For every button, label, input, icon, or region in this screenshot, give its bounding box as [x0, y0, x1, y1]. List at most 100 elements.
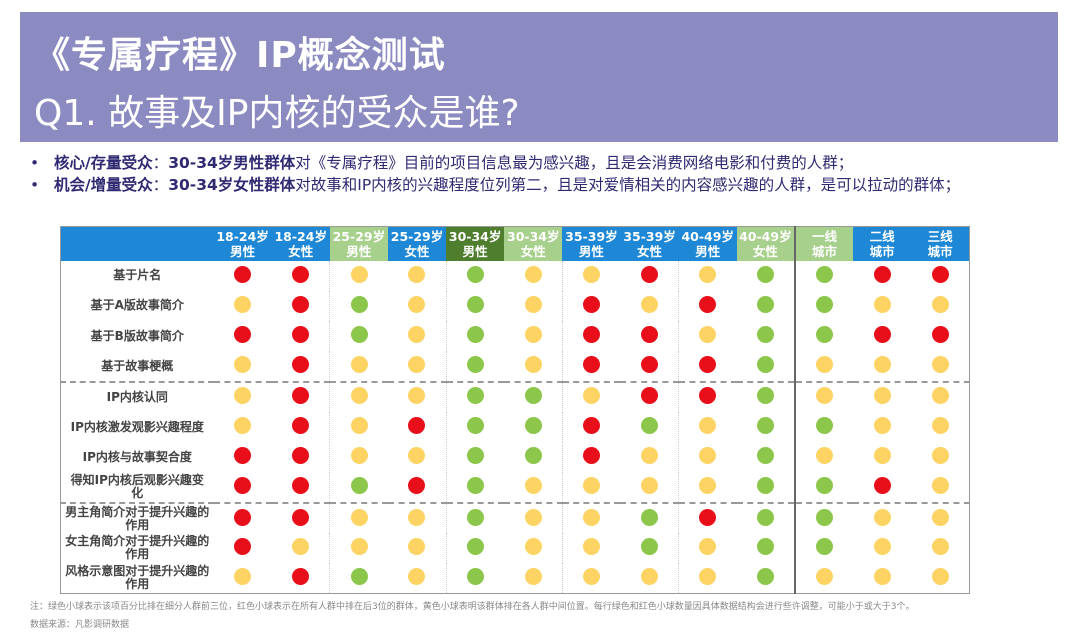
table-cell — [678, 321, 737, 352]
table-cell — [388, 321, 446, 351]
bullet-highlight: 30-34岁女性群体 — [168, 176, 296, 194]
red-ball-icon — [640, 326, 658, 344]
table-cell — [561, 442, 621, 473]
row-label: 男主角简介对于提升兴趣的作用 — [65, 504, 210, 532]
table-cell — [272, 382, 330, 412]
table-cell — [911, 442, 969, 472]
table-cell — [445, 563, 505, 594]
table-cell — [329, 321, 388, 352]
table-cell — [445, 472, 505, 504]
column-header-line1: 一线 — [811, 228, 837, 244]
yellow-ball-icon — [408, 508, 426, 526]
red-ball-icon — [234, 538, 252, 556]
yellow-ball-icon — [350, 508, 368, 526]
row-label: 基于B版故事简介 — [90, 328, 184, 343]
page-subtitle: Q1. 故事及IP内核的受众是谁? — [34, 93, 520, 134]
green-ball-icon — [756, 477, 774, 495]
table-cell — [388, 412, 446, 442]
table-cell — [504, 563, 562, 593]
red-ball-icon — [291, 265, 309, 283]
table-cell — [214, 442, 272, 472]
green-ball-icon — [815, 538, 833, 556]
row-label: IP内核与故事契合度 — [82, 449, 192, 464]
table-cell — [678, 290, 737, 322]
table-cell — [793, 351, 854, 383]
column-header: 35-39岁 女性 — [620, 226, 679, 261]
table-row: 基于B版故事简介 — [61, 321, 970, 352]
table-cell — [911, 472, 970, 504]
table-cell — [561, 381, 621, 412]
yellow-ball-icon — [583, 387, 601, 405]
green-ball-icon — [815, 417, 833, 435]
column-header: 40-49岁 女性 — [736, 226, 795, 261]
column-header-line1: 40-49岁 — [681, 228, 734, 244]
table-cell — [445, 502, 505, 534]
green-ball-icon — [466, 326, 484, 344]
table-cell — [329, 533, 388, 564]
table-cell — [620, 503, 678, 533]
green-ball-icon — [350, 295, 368, 313]
table-cell — [504, 351, 563, 383]
green-ball-icon — [756, 295, 774, 313]
yellow-ball-icon — [873, 295, 891, 313]
red-ball-icon — [699, 356, 717, 374]
table-cell — [445, 411, 505, 443]
bullet-label: 机会/增量受众 — [54, 176, 153, 194]
table-cell — [504, 412, 562, 442]
table-cell — [272, 291, 330, 321]
data-source: 数据来源：凡影调研数据 — [30, 620, 130, 630]
bullet-highlight: 30-34岁男性群体 — [168, 154, 296, 172]
green-ball-icon — [756, 265, 774, 283]
red-ball-icon — [408, 477, 426, 495]
yellow-ball-icon — [873, 356, 891, 374]
table-cell — [561, 411, 621, 443]
green-ball-icon — [756, 568, 774, 586]
table-cell — [272, 261, 330, 291]
table-cell — [214, 261, 272, 291]
table-row: IP内核与故事契合度 — [61, 442, 970, 473]
green-ball-icon — [466, 447, 484, 465]
red-ball-icon — [234, 477, 252, 495]
yellow-ball-icon — [931, 477, 949, 495]
header-corner — [60, 226, 214, 261]
yellow-ball-icon — [640, 477, 658, 495]
yellow-ball-icon — [291, 538, 309, 556]
audience-table: 18-24岁 男性 18-24岁 女性 25-29岁 男性 25-29岁 女性 30-34岁 男性… — [60, 226, 970, 595]
green-ball-icon — [640, 538, 658, 556]
table-cell — [793, 472, 854, 504]
table-cell — [678, 563, 737, 594]
table-cell — [678, 411, 737, 443]
row-label: 基于片名 — [113, 268, 162, 283]
red-ball-icon — [640, 265, 658, 283]
column-header-line2: 城市 — [869, 243, 895, 259]
red-ball-icon — [234, 447, 252, 465]
table-cell — [911, 261, 969, 291]
red-ball-icon — [291, 477, 309, 495]
red-ball-icon — [291, 387, 309, 405]
table-cell — [793, 533, 854, 564]
yellow-ball-icon — [699, 326, 717, 344]
table-cell — [388, 563, 446, 593]
table-row: IP内核认同 — [61, 381, 970, 412]
yellow-ball-icon — [234, 356, 252, 374]
table-cell — [911, 533, 969, 563]
table-cell — [272, 321, 330, 351]
table-cell — [329, 290, 388, 322]
green-ball-icon — [756, 326, 774, 344]
table-cell — [214, 563, 272, 593]
green-ball-icon — [640, 508, 658, 526]
table-cell — [737, 533, 795, 563]
table-cell — [853, 533, 911, 563]
table-cell — [620, 412, 678, 442]
yellow-ball-icon — [699, 477, 717, 495]
table-cell — [561, 533, 621, 564]
table-cell — [214, 533, 272, 563]
table-cell — [504, 503, 562, 533]
yellow-ball-icon — [931, 538, 949, 556]
table-cell — [736, 351, 795, 383]
table-cell — [736, 472, 795, 504]
table-cell — [387, 472, 447, 504]
table-cell — [329, 351, 388, 383]
table-cell — [793, 290, 854, 322]
yellow-ball-icon — [408, 265, 426, 283]
